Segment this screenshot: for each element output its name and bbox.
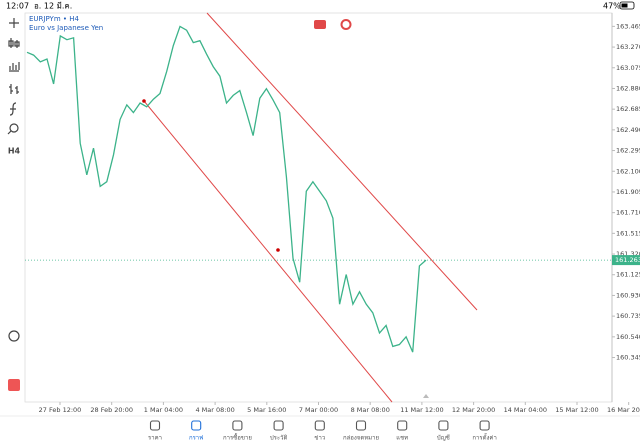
- trade-icon[interactable]: [340, 19, 352, 30]
- nav-icon[interactable]: [149, 420, 161, 431]
- y-tick-label: 162.490: [616, 126, 640, 134]
- x-tick-label: 4 Mar 08:00: [195, 406, 234, 414]
- x-tick-label: 15 Mar 12:00: [555, 406, 598, 414]
- nav-label[interactable]: กราฟ: [189, 435, 203, 442]
- status-date: อ. 12 มี.ค.: [34, 2, 72, 11]
- objects-handle[interactable]: [7, 130, 12, 135]
- bars-icon[interactable]: [9, 84, 19, 94]
- status-time: 12:07: [6, 2, 29, 11]
- y-tick-label: 160.735: [616, 312, 640, 320]
- y-tick-label: 161.125: [616, 271, 640, 279]
- y-tick-label: 163.465: [616, 22, 640, 30]
- x-tick-label: 7 Mar 00:00: [299, 406, 338, 414]
- nav-label[interactable]: การซื้อขาย: [223, 432, 252, 442]
- battery-icon: [619, 1, 635, 10]
- period-marker: [423, 394, 429, 398]
- x-tick-label: 27 Feb 12:00: [39, 406, 82, 414]
- x-tick-label: 28 Feb 20:00: [90, 406, 133, 414]
- y-tick-label: 161.905: [616, 188, 640, 196]
- nav-label[interactable]: ราคา: [148, 435, 162, 442]
- nav-label[interactable]: กล่องจดหมาย: [343, 435, 379, 442]
- nav-label[interactable]: การตั้งค่า: [472, 432, 496, 442]
- nav-icon[interactable]: [397, 420, 408, 431]
- channel-upper[interactable]: [206, 12, 478, 311]
- bid-box: [612, 255, 640, 266]
- y-tick-label: 163.270: [616, 43, 640, 51]
- status-battery: 47%: [603, 2, 621, 11]
- nav-label[interactable]: บัญชี: [437, 434, 450, 442]
- y-tick-label: 162.880: [616, 84, 640, 92]
- left-toolbar[interactable]: [7, 18, 20, 391]
- price-line: [26, 25, 427, 353]
- one-click-icon[interactable]: [314, 20, 326, 29]
- battery-level: [621, 3, 628, 8]
- crosshair-icon[interactable]: [9, 18, 19, 28]
- y-tick-label: 161.515: [616, 229, 640, 237]
- nav-label[interactable]: ประวัติ: [270, 435, 288, 442]
- nav-icon[interactable]: [438, 420, 449, 431]
- symbol-description: Euro vs Japanese Yen: [29, 24, 103, 32]
- channel-anchor[interactable]: [142, 99, 146, 103]
- x-tick-label: 14 Mar 04:00: [504, 406, 547, 414]
- x-tick-label: 12 Mar 20:00: [452, 406, 495, 414]
- y-tick-label: 162.100: [616, 167, 640, 175]
- candles-icon[interactable]: [8, 38, 20, 48]
- indicators-icon[interactable]: [9, 62, 20, 72]
- nav-icon[interactable]: [273, 420, 284, 431]
- nav-icon[interactable]: [232, 420, 243, 431]
- nav-icon[interactable]: [479, 420, 490, 431]
- y-tick-label: 162.685: [616, 105, 640, 113]
- account-icon[interactable]: [8, 379, 20, 391]
- bottom-nav: ราคา กราฟ การซื้อขาย ประวัติ ข่าว กล่องจดหมาย…: [148, 420, 497, 442]
- x-tick-label: 8 Mar 08:00: [351, 406, 390, 414]
- nav-icon[interactable]: [314, 420, 325, 431]
- x-tick-label: 11 Mar 12:00: [400, 406, 443, 414]
- y-tick-label: 160.540: [616, 333, 640, 341]
- channel-anchor[interactable]: [276, 248, 280, 252]
- chart-layer: 163.465 163.270 163.075 162.880 162.685 162.4…: [25, 22, 640, 414]
- x-tick-label: 1 Mar 04:00: [144, 406, 183, 414]
- nav-icon[interactable]: [355, 420, 367, 431]
- nav-label[interactable]: แชท: [396, 435, 408, 442]
- y-tick-label: 162.295: [616, 147, 640, 155]
- bid-label: 161.263: [615, 256, 640, 264]
- nav-label[interactable]: ข่าว: [314, 435, 325, 442]
- symbol: EURJPYm • H4: [29, 15, 79, 23]
- zoom-icon[interactable]: [8, 330, 20, 342]
- channel-lower[interactable]: [143, 100, 393, 403]
- y-tick-label: 161.710: [616, 209, 640, 217]
- y-tick-label: 163.075: [616, 64, 640, 72]
- y-tick-label: 160.930: [616, 291, 640, 299]
- x-tick-label: 16 Mar 20:00: [607, 406, 640, 414]
- y-tick-label: 161.320: [616, 250, 640, 258]
- y-tick-label: 160.345: [616, 354, 640, 362]
- function-icon[interactable]: [9, 102, 17, 116]
- x-tick-label: 5 Mar 16:00: [247, 406, 286, 414]
- nav-icon[interactable]: [191, 420, 202, 431]
- timeframe[interactable]: H4: [8, 147, 21, 156]
- objects-icon[interactable]: [9, 123, 19, 133]
